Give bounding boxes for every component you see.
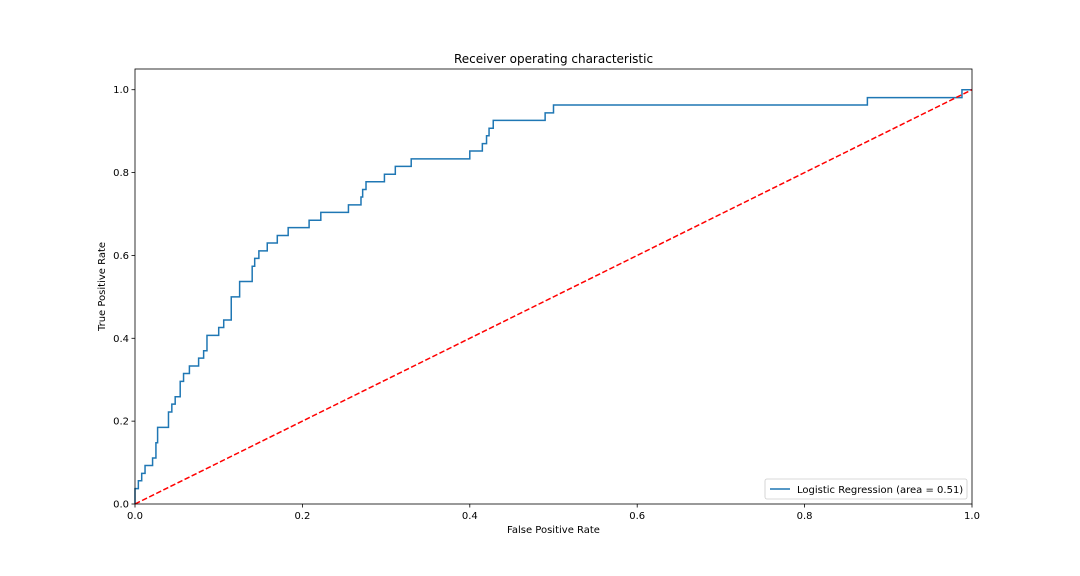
series-line-0 — [134, 88, 972, 504]
x-tick-label: 1.0 — [964, 511, 980, 522]
legend-label: Logistic Regression (area = 0.51) — [797, 485, 963, 496]
legend-box — [764, 478, 968, 500]
series-line-1 — [134, 89, 973, 505]
x-axis: 0.0 0.2 0.4 0.6 0.8 1.0 — [127, 504, 980, 522]
y-axis-label: True Positive Rate — [97, 242, 108, 332]
plot-frame — [134, 68, 973, 505]
x-tick-label: 0.0 — [127, 511, 143, 522]
y-tick-label: 0.2 — [113, 417, 129, 428]
x-tick-label: 0.2 — [294, 511, 310, 522]
legend: Logistic Regression (area = 0.51) — [764, 478, 968, 500]
x-tick-label: 0.4 — [462, 511, 478, 522]
x-tick-label: 0.8 — [797, 511, 813, 522]
y-axis: 0.0 0.2 0.4 0.6 0.8 1.0 — [113, 85, 135, 511]
y-tick-label: 0.8 — [113, 168, 129, 179]
x-tick-label: 0.6 — [629, 511, 645, 522]
plot-area — [134, 68, 973, 505]
y-tick-label: 1.0 — [113, 85, 129, 96]
series-layer — [134, 88, 973, 505]
y-tick-label: 0.4 — [113, 334, 129, 345]
y-tick-label: 0.0 — [113, 500, 129, 511]
y-tick-label: 0.6 — [113, 251, 129, 262]
chart-title: Receiver operating characteristic — [454, 52, 653, 66]
plot-background — [135, 69, 972, 504]
x-axis-label: False Positive Rate — [507, 525, 600, 536]
